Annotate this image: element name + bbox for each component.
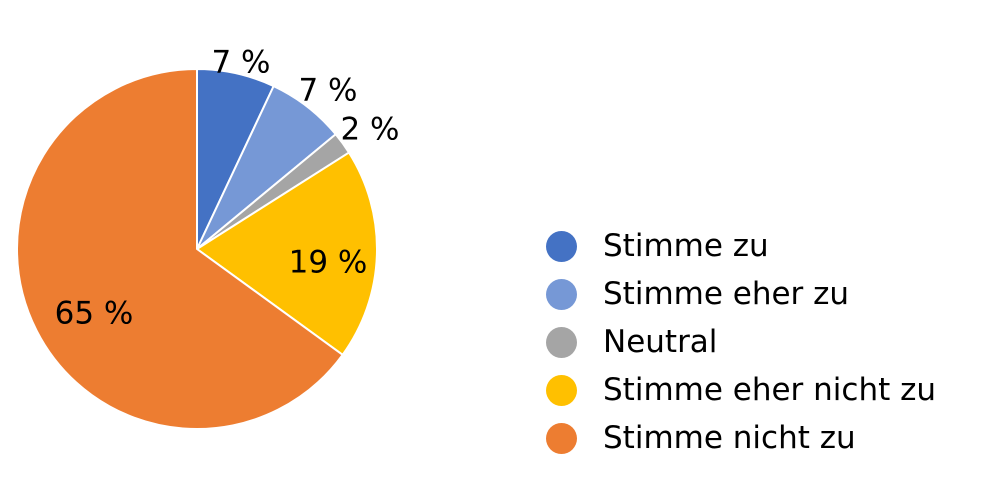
legend-swatch-stimme-nicht-zu (546, 422, 577, 454)
legend-swatch-stimme-eher-zu (546, 278, 577, 310)
slice-value-label-stimme-nicht-zu: 65 % (55, 296, 134, 332)
legend-swatch-stimme-zu (546, 230, 577, 262)
legend-label-neutral: Neutral (603, 324, 718, 360)
chart-legend: Stimme zu Stimme eher zu Neutral Stimme … (546, 222, 996, 462)
legend-swatch-neutral (546, 326, 577, 358)
legend-item-stimme-eher-nicht-zu: Stimme eher nicht zu (546, 366, 996, 414)
legend-item-stimme-zu: Stimme zu (546, 222, 996, 270)
pie-slice-stimme-eher-nicht-zu (196, 151, 378, 356)
legend-label-stimme-zu: Stimme zu (603, 228, 769, 264)
legend-item-stimme-nicht-zu: Stimme nicht zu (546, 414, 996, 462)
slice-value-label-neutral: 2 % (340, 112, 399, 148)
legend-item-neutral: Neutral (546, 318, 996, 366)
legend-label-stimme-nicht-zu: Stimme nicht zu (603, 420, 856, 456)
pie-slice-stimme-nicht-zu (16, 68, 344, 430)
legend-label-stimme-eher-nicht-zu: Stimme eher nicht zu (603, 372, 937, 408)
legend-item-stimme-eher-zu: Stimme eher zu (546, 270, 996, 318)
legend-swatch-stimme-eher-nicht-zu (546, 374, 577, 406)
legend-label-stimme-eher-zu: Stimme eher zu (603, 276, 850, 312)
slice-value-label-stimme-eher-zu: 7 % (298, 73, 357, 109)
slice-value-label-stimme-zu: 7 % (211, 45, 270, 81)
pie-chart: 7 %7 %2 %19 %65 % (16, 45, 400, 430)
slice-value-label-stimme-eher-nicht-zu: 19 % (289, 245, 368, 281)
